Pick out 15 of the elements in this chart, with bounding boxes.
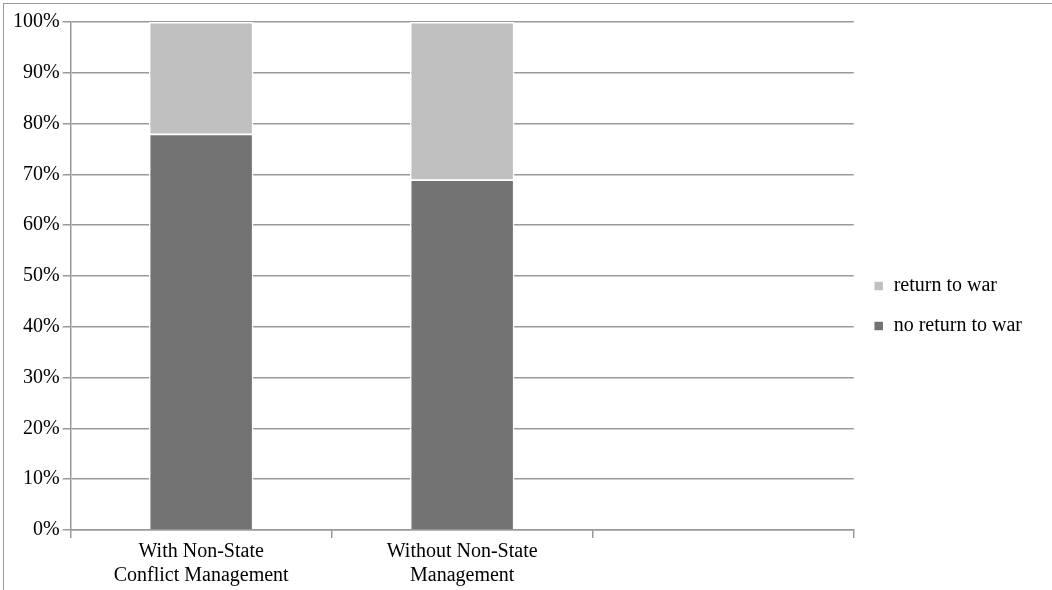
y-tick-label: 40%	[22, 314, 60, 337]
y-tick-label: 30%	[22, 364, 60, 387]
y-tick-label: 70%	[22, 161, 60, 184]
legend-label: no return to war	[893, 313, 1023, 336]
y-tick-label: 60%	[22, 212, 60, 235]
x-tick-label: With Non-State Conflict Management	[113, 539, 290, 587]
y-tick-label: 10%	[22, 466, 60, 489]
y-tick-label: 90%	[22, 60, 60, 83]
x-tick-label: Without Non-State Management	[386, 539, 538, 587]
y-tick-label: 50%	[22, 263, 60, 286]
legend-label: return to war	[893, 273, 998, 296]
y-tick-label: 0%	[32, 517, 60, 540]
y-tick-label: 20%	[22, 415, 60, 438]
y-tick-label: 100%	[12, 9, 60, 32]
y-tick-label: 80%	[22, 110, 60, 133]
